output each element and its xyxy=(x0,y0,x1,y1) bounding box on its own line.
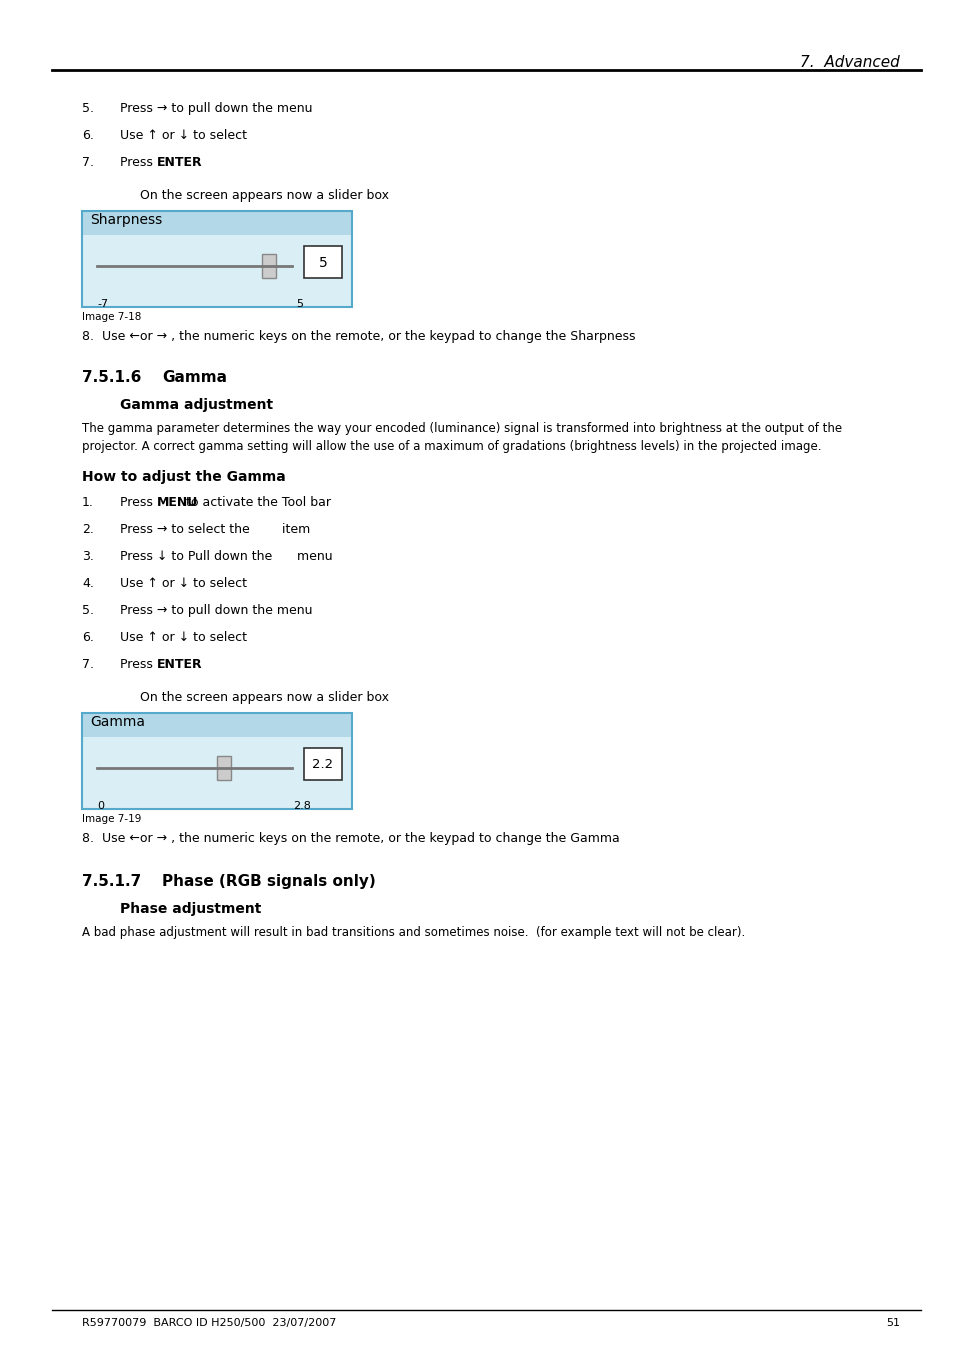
Text: Image 7-18: Image 7-18 xyxy=(82,312,141,322)
Text: Image 7-19: Image 7-19 xyxy=(82,815,141,824)
Text: Gamma adjustment: Gamma adjustment xyxy=(120,399,273,412)
Text: MENU: MENU xyxy=(157,496,198,509)
Text: R59770079  BARCO ID H250/500  23/07/2007: R59770079 BARCO ID H250/500 23/07/2007 xyxy=(82,1319,336,1328)
Text: A bad phase adjustment will result in bad transitions and sometimes noise.  (for: A bad phase adjustment will result in ba… xyxy=(82,925,744,939)
Bar xyxy=(304,246,341,278)
Bar xyxy=(82,713,352,738)
Text: Press: Press xyxy=(120,658,156,671)
Text: Press → to select the: Press → to select the xyxy=(120,523,250,536)
Text: Gamma: Gamma xyxy=(162,370,227,385)
Text: 6.: 6. xyxy=(82,128,93,142)
Text: ENTER: ENTER xyxy=(157,658,203,671)
Text: Press → to pull down the menu: Press → to pull down the menu xyxy=(120,101,313,115)
Text: menu: menu xyxy=(269,550,332,563)
Text: Press → to pull down the menu: Press → to pull down the menu xyxy=(120,604,313,617)
Bar xyxy=(261,254,275,278)
Text: -7: -7 xyxy=(97,299,108,309)
Text: projector. A correct gamma setting will allow the use of a maximum of gradations: projector. A correct gamma setting will … xyxy=(82,440,821,453)
Text: 7.5.1.6: 7.5.1.6 xyxy=(82,370,141,385)
Text: Press: Press xyxy=(120,496,156,509)
Bar xyxy=(82,211,352,307)
Text: 0: 0 xyxy=(97,801,104,811)
Text: 8.  Use ←or → , the numeric keys on the remote, or the keypad to change the Shar: 8. Use ←or → , the numeric keys on the r… xyxy=(82,330,635,343)
Text: 5: 5 xyxy=(318,255,327,270)
Text: Use ↑ or ↓ to select: Use ↑ or ↓ to select xyxy=(120,577,247,590)
Bar xyxy=(82,211,352,235)
Text: Use ↑ or ↓ to select: Use ↑ or ↓ to select xyxy=(120,631,247,644)
Text: 3.: 3. xyxy=(82,550,93,563)
Text: Gamma: Gamma xyxy=(90,715,145,730)
Text: 7.: 7. xyxy=(82,155,94,169)
Text: 5.: 5. xyxy=(82,604,94,617)
Text: to activate the Tool bar: to activate the Tool bar xyxy=(182,496,331,509)
Text: Phase (RGB signals only): Phase (RGB signals only) xyxy=(162,874,375,889)
Text: The gamma parameter determines the way your encoded (luminance) signal is transf: The gamma parameter determines the way y… xyxy=(82,422,841,435)
Text: 2.8: 2.8 xyxy=(293,801,311,811)
Text: 2.: 2. xyxy=(82,523,93,536)
Text: 7.: 7. xyxy=(82,658,94,671)
Text: How to adjust the Gamma: How to adjust the Gamma xyxy=(82,470,286,484)
Text: 8.  Use ←or → , the numeric keys on the remote, or the keypad to change the Gamm: 8. Use ←or → , the numeric keys on the r… xyxy=(82,832,619,844)
Text: 7.5.1.7: 7.5.1.7 xyxy=(82,874,141,889)
Text: 4.: 4. xyxy=(82,577,93,590)
Text: Press: Press xyxy=(120,155,156,169)
Bar xyxy=(304,748,341,780)
Bar xyxy=(82,713,352,809)
Bar xyxy=(216,757,231,780)
Bar xyxy=(82,235,352,307)
Text: Phase adjustment: Phase adjustment xyxy=(120,902,261,916)
Text: 5.: 5. xyxy=(82,101,94,115)
Text: On the screen appears now a slider box: On the screen appears now a slider box xyxy=(140,189,389,203)
Text: Sharpness: Sharpness xyxy=(90,213,162,227)
Text: item: item xyxy=(250,523,310,536)
Text: 6.: 6. xyxy=(82,631,93,644)
Text: 1.: 1. xyxy=(82,496,93,509)
Text: 51: 51 xyxy=(885,1319,899,1328)
Text: 5: 5 xyxy=(296,299,303,309)
Text: 7.  Advanced: 7. Advanced xyxy=(800,55,899,70)
Bar xyxy=(82,738,352,809)
Text: On the screen appears now a slider box: On the screen appears now a slider box xyxy=(140,690,389,704)
Text: ENTER: ENTER xyxy=(157,155,203,169)
Text: Press ↓ to Pull down the: Press ↓ to Pull down the xyxy=(120,550,272,563)
Text: 2.2: 2.2 xyxy=(313,758,334,771)
Text: Use ↑ or ↓ to select: Use ↑ or ↓ to select xyxy=(120,128,247,142)
